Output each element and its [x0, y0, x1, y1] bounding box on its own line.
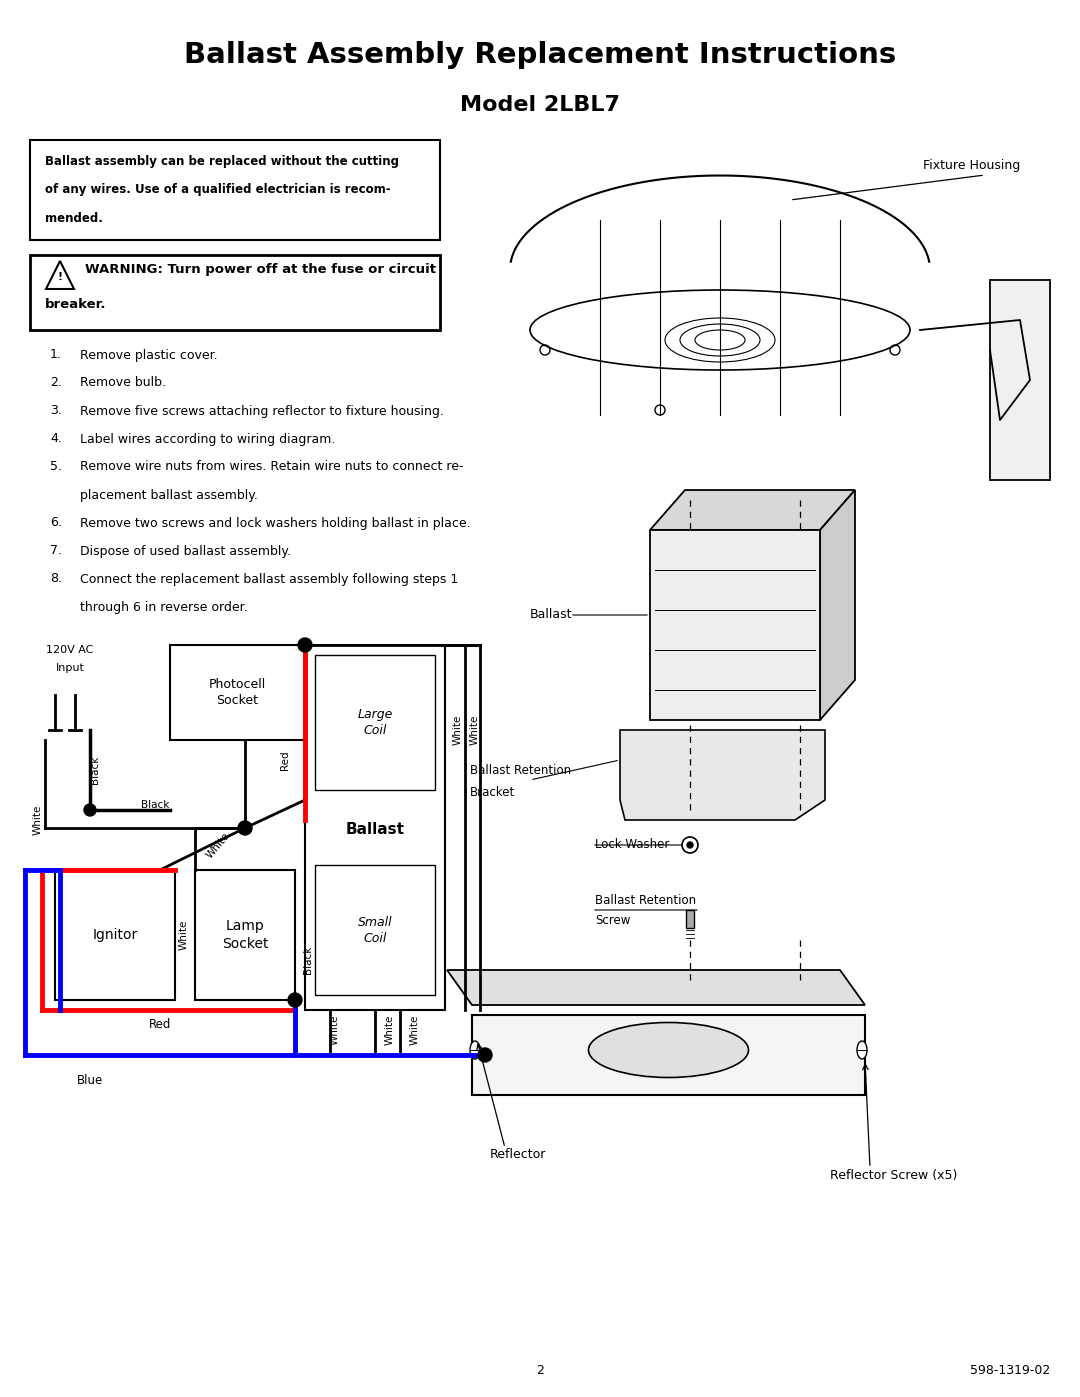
- Ellipse shape: [589, 1023, 748, 1077]
- Text: Remove plastic cover.: Remove plastic cover.: [80, 348, 218, 362]
- Text: Label wires according to wiring diagram.: Label wires according to wiring diagram.: [80, 433, 336, 446]
- Text: Bracket: Bracket: [470, 785, 515, 799]
- Bar: [650, 529, 820, 719]
- Text: Black: Black: [90, 756, 100, 784]
- Bar: [195, 870, 295, 1000]
- Text: Coil: Coil: [363, 932, 387, 944]
- Text: Ignitor: Ignitor: [93, 928, 137, 942]
- Ellipse shape: [858, 1041, 867, 1059]
- Text: Coil: Coil: [363, 724, 387, 738]
- Text: Remove five screws attaching reflector to fixture housing.: Remove five screws attaching reflector t…: [80, 405, 444, 418]
- Text: Model 2LBL7: Model 2LBL7: [460, 95, 620, 115]
- Text: 4.: 4.: [50, 433, 62, 446]
- Text: White: White: [410, 1014, 420, 1045]
- Polygon shape: [990, 279, 1050, 481]
- Text: Large: Large: [357, 708, 393, 721]
- Text: WARNING: Turn power off at the fuse or circuit: WARNING: Turn power off at the fuse or c…: [85, 264, 436, 277]
- Text: Ballast: Ballast: [346, 823, 405, 837]
- Text: 8.: 8.: [50, 573, 62, 585]
- Ellipse shape: [470, 1041, 480, 1059]
- Bar: [55, 870, 175, 1000]
- Polygon shape: [650, 490, 855, 529]
- Text: 6.: 6.: [50, 517, 62, 529]
- Text: Lock Washer: Lock Washer: [595, 838, 670, 852]
- Circle shape: [238, 821, 252, 835]
- Text: 598-1319-02: 598-1319-02: [970, 1363, 1050, 1376]
- Text: Ballast assembly can be replaced without the cutting: Ballast assembly can be replaced without…: [45, 155, 399, 169]
- Circle shape: [478, 1048, 492, 1062]
- Text: of any wires. Use of a qualified electrician is recom-: of any wires. Use of a qualified electri…: [45, 183, 391, 197]
- Circle shape: [681, 837, 698, 854]
- Text: White: White: [33, 805, 43, 835]
- Text: White: White: [453, 715, 463, 745]
- Text: 7.: 7.: [50, 545, 62, 557]
- Bar: [305, 645, 445, 1010]
- Text: White: White: [179, 919, 189, 950]
- Bar: [315, 655, 435, 789]
- Text: White: White: [470, 715, 480, 745]
- Text: Ballast Retention: Ballast Retention: [595, 894, 697, 907]
- Text: Black: Black: [140, 800, 170, 810]
- Text: 2.: 2.: [50, 377, 62, 390]
- Polygon shape: [447, 970, 865, 1004]
- Text: Fixture Housing: Fixture Housing: [922, 158, 1020, 172]
- Text: Ballast: Ballast: [530, 609, 572, 622]
- Text: 120V AC: 120V AC: [46, 645, 94, 655]
- Text: Ballast Assembly Replacement Instructions: Ballast Assembly Replacement Instruction…: [184, 41, 896, 68]
- Bar: [30, 140, 440, 240]
- Circle shape: [687, 842, 693, 848]
- Polygon shape: [820, 490, 855, 719]
- Text: Socket: Socket: [221, 937, 268, 951]
- Text: Ballast Retention: Ballast Retention: [470, 764, 571, 777]
- Bar: [472, 1016, 865, 1095]
- Text: 5.: 5.: [50, 461, 62, 474]
- Text: through 6 in reverse order.: through 6 in reverse order.: [80, 601, 247, 613]
- Text: Black: Black: [303, 946, 313, 974]
- Polygon shape: [620, 731, 825, 820]
- Text: Lamp: Lamp: [226, 919, 265, 933]
- Bar: [30, 256, 440, 330]
- Text: placement ballast assembly.: placement ballast assembly.: [80, 489, 258, 502]
- Text: White: White: [204, 830, 231, 859]
- Text: 3.: 3.: [50, 405, 62, 418]
- Text: !: !: [57, 272, 63, 282]
- Text: Screw: Screw: [595, 914, 631, 926]
- Text: Red: Red: [149, 1018, 172, 1031]
- Bar: [686, 909, 694, 928]
- Text: mended.: mended.: [45, 211, 103, 225]
- Text: Blue: Blue: [77, 1073, 103, 1087]
- Text: Socket: Socket: [216, 694, 258, 707]
- Text: Red: Red: [280, 750, 291, 770]
- Text: Connect the replacement ballast assembly following steps 1: Connect the replacement ballast assembly…: [80, 573, 458, 585]
- Circle shape: [84, 805, 96, 816]
- Bar: [170, 645, 305, 740]
- Text: Remove wire nuts from wires. Retain wire nuts to connect re-: Remove wire nuts from wires. Retain wire…: [80, 461, 463, 474]
- Text: White: White: [384, 1014, 395, 1045]
- Text: Remove bulb.: Remove bulb.: [80, 377, 166, 390]
- Text: 1.: 1.: [50, 348, 62, 362]
- Text: Dispose of used ballast assembly.: Dispose of used ballast assembly.: [80, 545, 291, 557]
- Text: Photocell: Photocell: [208, 678, 266, 692]
- Text: Reflector: Reflector: [490, 1148, 546, 1161]
- Bar: [315, 865, 435, 995]
- Circle shape: [288, 993, 302, 1007]
- Text: breaker.: breaker.: [45, 299, 107, 312]
- Text: Remove two screws and lock washers holding ballast in place.: Remove two screws and lock washers holdi…: [80, 517, 471, 529]
- Text: White: White: [330, 1014, 340, 1045]
- Circle shape: [298, 638, 312, 652]
- Text: Input: Input: [55, 664, 84, 673]
- Text: Reflector Screw (x5): Reflector Screw (x5): [831, 1168, 957, 1182]
- Text: 2: 2: [536, 1363, 544, 1376]
- Polygon shape: [46, 261, 75, 289]
- Text: Small: Small: [357, 915, 392, 929]
